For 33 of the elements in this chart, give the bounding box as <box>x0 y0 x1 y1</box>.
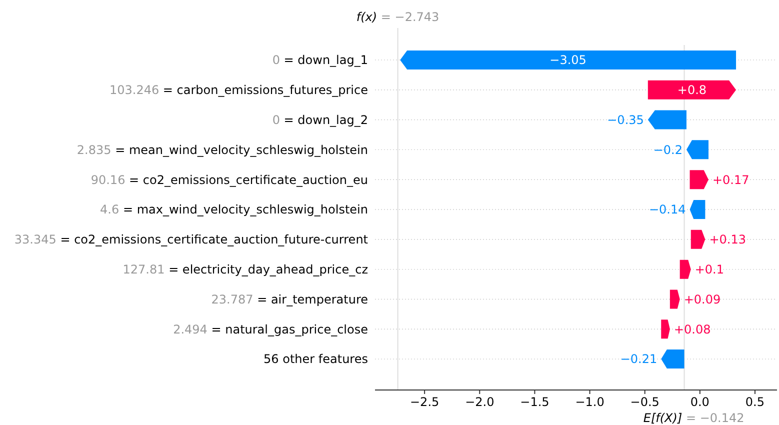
data-label: −0.21 <box>620 352 658 366</box>
x-tick-label: 0.5 <box>745 395 765 409</box>
y-tick-label: 0 = down_lag_1 <box>272 53 368 68</box>
data-label: +0.17 <box>712 172 750 187</box>
data-label: −0.2 <box>653 142 682 157</box>
y-tick-label: 2.494 = natural_gas_price_close <box>173 322 368 336</box>
y-tick-label: 103.246 = carbon_emissions_futures_price <box>109 83 368 98</box>
data-label: −3.05 <box>550 53 586 68</box>
ref-line-label: f(x) = −2.743 <box>356 10 440 24</box>
y-tick-label: 2.835 = mean_wind_velocity_schleswig_holstein <box>76 142 368 157</box>
y-tick-label: 0 = down_lag_2 <box>272 112 368 127</box>
data-label: +0.8 <box>677 83 707 98</box>
bar <box>648 80 736 100</box>
ref-line-label: E[f(X)] = −0.142 <box>643 411 744 425</box>
x-tick-label: −2.0 <box>465 395 494 409</box>
y-tick-label: 4.6 = max_wind_velocity_schleswig_holstein <box>100 202 368 217</box>
x-tick-label: −1.0 <box>575 395 604 409</box>
x-tick-label: −0.5 <box>630 395 660 409</box>
y-tick-label: 23.787 = air_temperature <box>211 292 368 306</box>
x-tick-label: 0.0 <box>690 395 710 409</box>
data-label: +0.08 <box>674 322 711 336</box>
y-tick-label: 56 other features <box>264 352 368 366</box>
x-tick-label: −2.5 <box>410 395 440 409</box>
data-label: −0.14 <box>648 202 686 217</box>
data-label: +0.09 <box>684 292 721 306</box>
y-tick-label: 90.16 = co2_emissions_certificate_auction_eu <box>90 172 368 187</box>
x-tick-label: −1.5 <box>520 395 550 409</box>
data-label: −0.35 <box>607 112 644 127</box>
bar <box>400 50 736 70</box>
data-label: +0.13 <box>709 232 746 247</box>
y-tick-label: 127.81 = electricity_day_ahead_price_cz <box>122 262 368 277</box>
y-tick-label: 33.345 = co2_emissions_certificate_auction_future-current <box>14 232 368 247</box>
data-label: +0.1 <box>694 262 724 277</box>
